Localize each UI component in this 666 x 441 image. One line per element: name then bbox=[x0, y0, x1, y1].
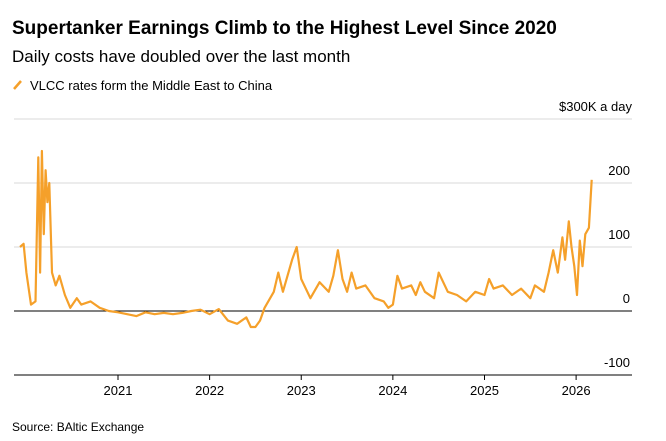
x-tick-label: 2021 bbox=[104, 383, 133, 398]
x-tick-label: 2024 bbox=[378, 383, 407, 398]
legend-label: VLCC rates form the Middle East to China bbox=[30, 78, 273, 93]
data-line bbox=[19, 149, 593, 329]
chart-subtitle: Daily costs have doubled over the last m… bbox=[12, 47, 350, 66]
y-tick-label: -100 bbox=[604, 355, 630, 370]
y-tick-label: 100 bbox=[608, 227, 630, 242]
x-tick-label: 2023 bbox=[287, 383, 316, 398]
legend-icon bbox=[13, 80, 22, 90]
x-tick-label: 2022 bbox=[195, 383, 224, 398]
y-tick-label: 0 bbox=[623, 291, 630, 306]
chart-title: Supertanker Earnings Climb to the Highes… bbox=[12, 18, 557, 39]
x-tick-label: 2025 bbox=[470, 383, 499, 398]
x-tick-label: 2026 bbox=[562, 383, 591, 398]
y-tick-label: 200 bbox=[608, 163, 630, 178]
source: Source: BAltic Exchange bbox=[12, 420, 144, 434]
y-tick-label: $300K a day bbox=[559, 99, 633, 114]
